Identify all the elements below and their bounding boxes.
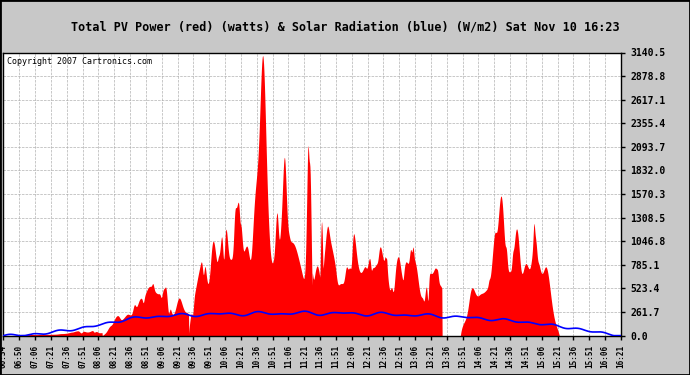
Text: Total PV Power (red) (watts) & Solar Radiation (blue) (W/m2) Sat Nov 10 16:23: Total PV Power (red) (watts) & Solar Rad… — [70, 21, 620, 34]
Text: Copyright 2007 Cartronics.com: Copyright 2007 Cartronics.com — [6, 57, 152, 66]
